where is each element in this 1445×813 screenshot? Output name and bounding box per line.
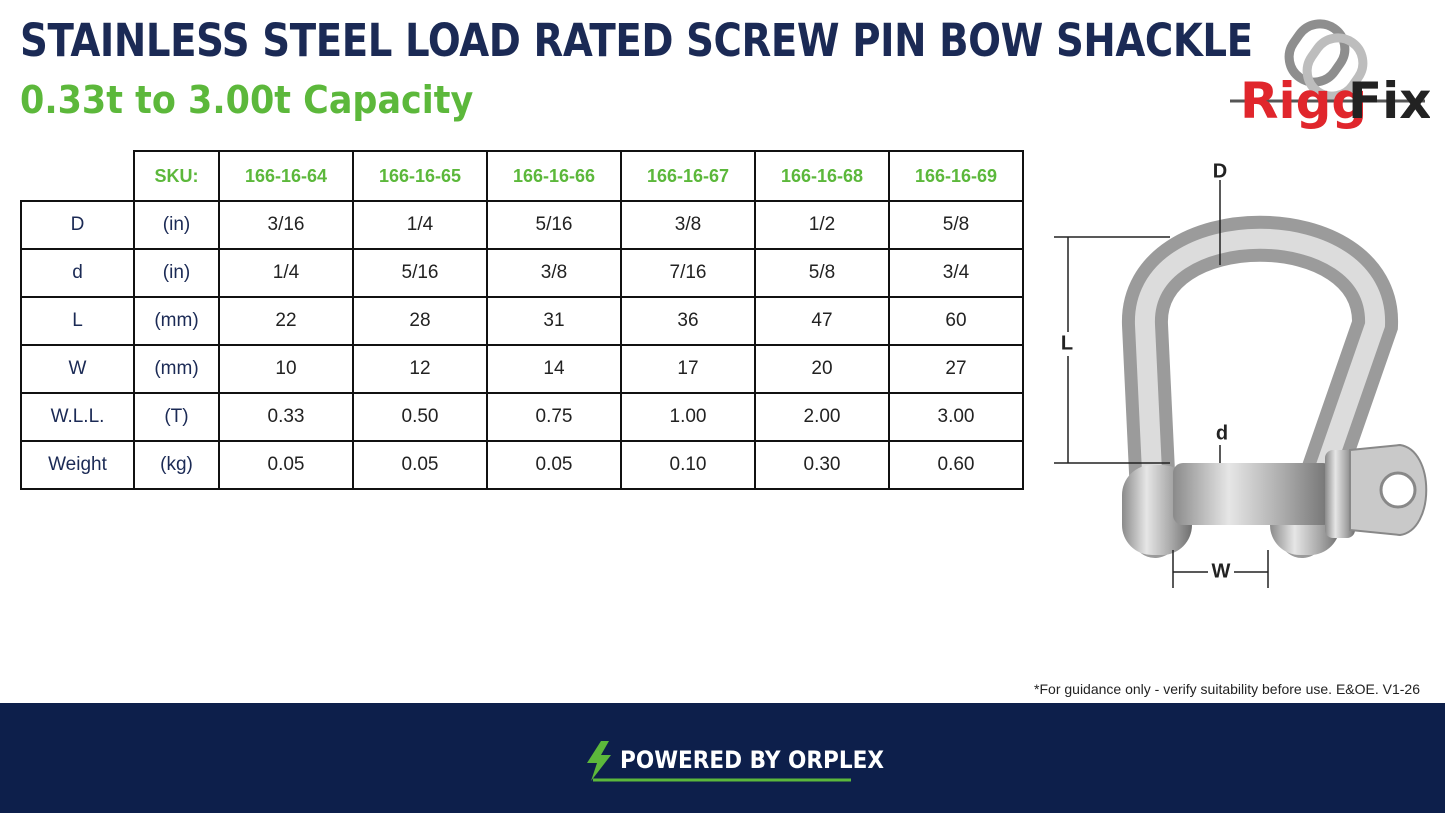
header-cell: SKU: — [133, 150, 220, 202]
table-row: d (in) 1/4 5/16 3/8 7/16 5/8 3/4 — [20, 248, 1024, 298]
table-cell: (mm) — [133, 296, 220, 346]
table-cell: 36 — [620, 296, 756, 346]
table-row: W (mm) 10 12 14 17 20 27 — [20, 344, 1024, 394]
table-cell: (in) — [133, 248, 220, 298]
table-cell: 0.50 — [352, 392, 488, 442]
table-cell: 5/8 — [888, 200, 1024, 250]
label-w: W — [1212, 560, 1231, 582]
table-row: Weight (kg) 0.05 0.05 0.05 0.10 0.30 0.60 — [20, 440, 1024, 490]
table-cell: 28 — [352, 296, 488, 346]
table-cell: 20 — [754, 344, 890, 394]
table-cell: 7/16 — [620, 248, 756, 298]
footer-brand: POWERED BY ORPLEX — [620, 746, 885, 774]
table-cell: 0.05 — [352, 440, 488, 490]
header-cell: 166-16-64 — [218, 150, 354, 202]
table-cell: 1/4 — [352, 200, 488, 250]
label-d-lower: d — [1216, 422, 1228, 444]
table-cell: (mm) — [133, 344, 220, 394]
table-cell: 0.33 — [218, 392, 354, 442]
logo-fix: Fix — [1348, 72, 1430, 130]
header-cell: 166-16-67 — [620, 150, 756, 202]
header-cell: 166-16-66 — [486, 150, 622, 202]
table-cell: 3/16 — [218, 200, 354, 250]
table-cell: (in) — [133, 200, 220, 250]
blank-cell — [21, 151, 135, 202]
table-cell: 5/16 — [486, 200, 622, 250]
header-row: SKU: 166-16-64 166-16-65 166-16-66 166-16-67… — [21, 150, 1024, 202]
spec-table: SKU: 166-16-64 166-16-65 166-16-66 166-16-67… — [20, 150, 1024, 490]
table-cell: 2.00 — [754, 392, 890, 442]
table-cell: 1.00 — [620, 392, 756, 442]
table-cell: Weight — [20, 440, 135, 490]
table-cell: 3/8 — [620, 200, 756, 250]
table-cell: 0.30 — [754, 440, 890, 490]
footer: POWERED BY ORPLEX — [0, 703, 1445, 813]
table-cell: 0.60 — [888, 440, 1024, 490]
table-cell: 3/4 — [888, 248, 1024, 298]
table-cell: 3/8 — [486, 248, 622, 298]
table-cell: 5/8 — [754, 248, 890, 298]
header-cell: 166-16-68 — [754, 150, 890, 202]
logo-rigg: Rigg — [1240, 72, 1367, 130]
table-cell: d — [20, 248, 135, 298]
table-cell: (T) — [133, 392, 220, 442]
table-cell: 0.10 — [620, 440, 756, 490]
table-row: L (mm) 22 28 31 36 47 60 — [20, 296, 1024, 346]
table-cell: 14 — [486, 344, 622, 394]
table-cell: 0.05 — [486, 440, 622, 490]
table-cell: 5/16 — [352, 248, 488, 298]
table-cell: 0.75 — [486, 392, 622, 442]
table-cell: 1/4 — [218, 248, 354, 298]
shackle-diagram: D L d W — [1054, 160, 1428, 588]
table-cell: 27 — [888, 344, 1024, 394]
label-d-upper: D — [1213, 160, 1227, 182]
table-cell: 10 — [218, 344, 354, 394]
title: STAINLESS STEEL LOAD RATED SCREW PIN BOW… — [20, 14, 1253, 67]
disclaimer: *For guidance only - verify suitability … — [1034, 681, 1420, 697]
label-l: L — [1061, 332, 1073, 354]
table-cell: 12 — [352, 344, 488, 394]
table-row: D (in) 3/16 1/4 5/16 3/8 1/2 5/8 — [20, 200, 1024, 250]
table-cell: 17 — [620, 344, 756, 394]
table-cell: 1/2 — [754, 200, 890, 250]
table-cell: 31 — [486, 296, 622, 346]
logo: Rigg Fix — [1230, 19, 1430, 130]
table-cell: L — [20, 296, 135, 346]
table-cell: 60 — [888, 296, 1024, 346]
table-cell: 47 — [754, 296, 890, 346]
header-cell: 166-16-65 — [352, 150, 488, 202]
table-row: W.L.L. (T) 0.33 0.50 0.75 1.00 2.00 3.00 — [20, 392, 1024, 442]
header-cell: 166-16-69 — [888, 150, 1024, 202]
table-cell: D — [20, 200, 135, 250]
table-cell: W — [20, 344, 135, 394]
table-cell: 22 — [218, 296, 354, 346]
table-cell: (kg) — [133, 440, 220, 490]
footer-logo — [587, 741, 851, 782]
subtitle: 0.33t to 3.00t Capacity — [20, 78, 474, 122]
table-cell: W.L.L. — [20, 392, 135, 442]
table-cell: 0.05 — [218, 440, 354, 490]
table-cell: 3.00 — [888, 392, 1024, 442]
